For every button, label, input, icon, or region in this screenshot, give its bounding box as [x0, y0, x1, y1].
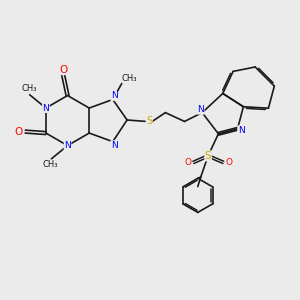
Text: CH₃: CH₃ — [21, 84, 37, 93]
Text: N: N — [111, 141, 118, 150]
Text: N: N — [197, 105, 204, 114]
Text: S: S — [205, 151, 211, 161]
Text: O: O — [225, 158, 232, 167]
Text: O: O — [59, 64, 67, 75]
Text: N: N — [111, 92, 118, 100]
Text: S: S — [146, 116, 152, 127]
Text: O: O — [184, 158, 192, 167]
Text: CH₃: CH₃ — [43, 160, 58, 169]
Text: N: N — [238, 126, 244, 135]
Text: N: N — [64, 141, 71, 150]
Text: CH₃: CH₃ — [122, 74, 137, 83]
Text: N: N — [43, 103, 49, 112]
Text: O: O — [15, 127, 23, 136]
